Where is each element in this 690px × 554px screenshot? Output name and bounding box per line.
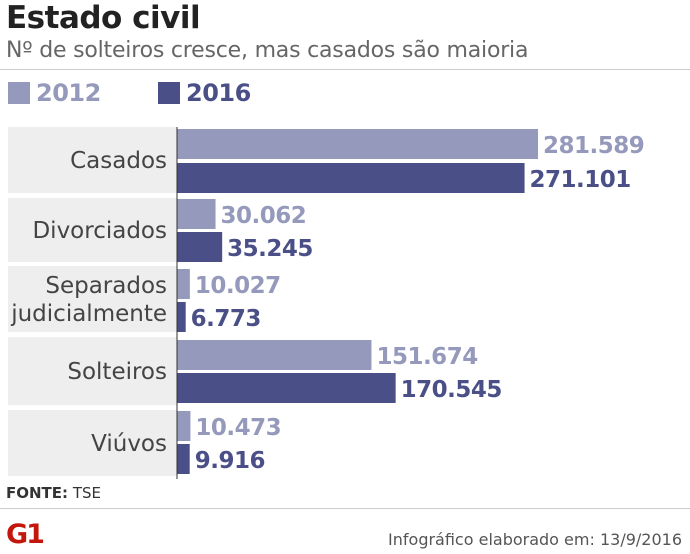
source-value: TSE [72,484,101,502]
category-label: Viúvos [91,431,167,457]
data-label-2012: 151.674 [376,344,477,370]
category-label: Casados [70,148,167,174]
bar-2016 [177,444,190,474]
legend-swatch-2012 [8,82,30,104]
bar-2016 [177,232,223,262]
data-label-2012: 30.062 [221,203,307,229]
legend-item-2016: 2016 [158,79,251,107]
category-label: judicialmente [10,301,167,327]
legend-label-2012: 2012 [36,79,101,107]
category-band [8,410,177,476]
bar-2016 [177,302,186,332]
category-band [8,266,177,332]
source-label: FONTE: [6,484,69,502]
category-band [8,337,177,405]
data-label-2012: 10.473 [195,415,281,441]
data-label-2012: 281.589 [543,133,644,159]
chart-subtitle: Nº de solteiros cresce, mas casados são … [6,38,529,63]
bar-2012 [177,129,538,159]
bar-2016 [177,163,525,193]
legend-label-2016: 2016 [186,79,251,107]
chart-title: Estado civil [6,0,201,36]
bar-2012 [177,269,190,299]
bar-2012 [177,411,191,441]
g1-logo: G1 [6,519,45,550]
legend-item-2012: 2012 [8,79,101,107]
data-label-2016: 170.545 [401,377,502,403]
credit-text: Infográfico elaborado em: 13/9/2016 [388,530,682,549]
category-label: Divorciados [32,218,167,244]
bar-2012 [177,199,216,229]
category-band [8,198,177,262]
bar-2016 [177,373,396,403]
data-label-2012: 10.027 [195,273,281,299]
category-band [8,127,177,193]
category-label: Solteiros [67,359,167,385]
data-label-2016: 35.245 [227,236,313,262]
data-label-2016: 6.773 [191,306,261,332]
title-divider [0,69,690,70]
legend-swatch-2016 [158,82,180,104]
category-label: Separados [45,273,167,299]
bar-2012 [177,340,372,370]
source-note: FONTE: TSE [6,484,101,502]
footer-divider [0,508,690,509]
data-label-2016: 271.101 [530,167,631,193]
data-label-2016: 9.916 [195,448,265,474]
